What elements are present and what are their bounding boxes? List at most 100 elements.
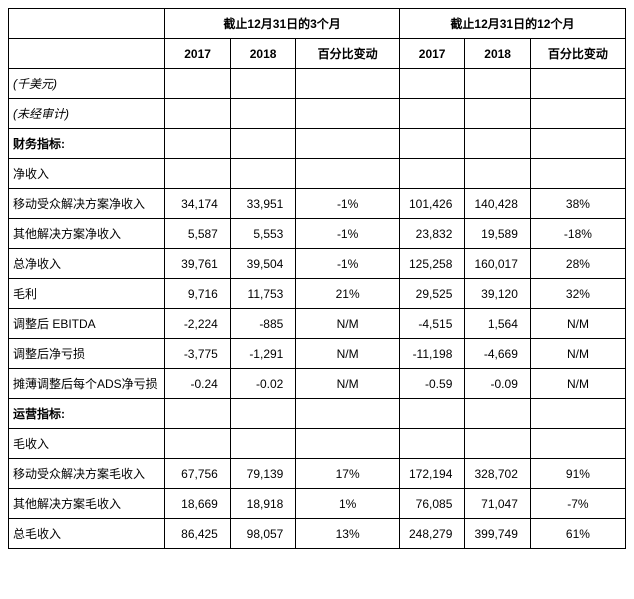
table-row: 毛收入 xyxy=(9,429,626,459)
table-row: (未经审计) xyxy=(9,99,626,129)
value-cell: 1,564 xyxy=(465,309,531,339)
table-row: 摊薄调整后每个ADS净亏损-0.24-0.02N/M-0.59-0.09N/M xyxy=(9,369,626,399)
value-cell xyxy=(165,159,231,189)
value-cell xyxy=(230,159,296,189)
table-row: 总毛收入86,42598,05713%248,279399,74961% xyxy=(9,519,626,549)
pct-cell: N/M xyxy=(530,369,625,399)
value-cell xyxy=(165,399,231,429)
header-12m: 截止12月31日的12个月 xyxy=(399,9,625,39)
header-3m: 截止12月31日的3个月 xyxy=(165,9,400,39)
table-row: 总净收入39,76139,504-1%125,258160,01728% xyxy=(9,249,626,279)
value-cell: -11,198 xyxy=(399,339,465,369)
value-cell: 33,951 xyxy=(230,189,296,219)
col-2017-3m: 2017 xyxy=(165,39,231,69)
value-cell: 39,504 xyxy=(230,249,296,279)
pct-cell: -1% xyxy=(296,189,400,219)
pct-cell xyxy=(530,399,625,429)
table-row: 移动受众解决方案毛收入67,75679,13917%172,194328,702… xyxy=(9,459,626,489)
value-cell: 34,174 xyxy=(165,189,231,219)
table-row: 财务指标: xyxy=(9,129,626,159)
value-cell: 19,589 xyxy=(465,219,531,249)
value-cell: 101,426 xyxy=(399,189,465,219)
pct-cell xyxy=(296,159,400,189)
value-cell xyxy=(165,429,231,459)
pct-cell xyxy=(530,429,625,459)
pct-cell xyxy=(296,399,400,429)
col-pct-3m: 百分比变动 xyxy=(296,39,400,69)
value-cell: -0.59 xyxy=(399,369,465,399)
row-label: 其他解决方案毛收入 xyxy=(9,489,165,519)
value-cell: -3,775 xyxy=(165,339,231,369)
pct-cell xyxy=(530,99,625,129)
pct-cell: -7% xyxy=(530,489,625,519)
pct-cell: N/M xyxy=(296,369,400,399)
pct-cell: 17% xyxy=(296,459,400,489)
value-cell: 23,832 xyxy=(399,219,465,249)
value-cell xyxy=(465,99,531,129)
table-row: 调整后 EBITDA-2,224-885N/M-4,5151,564N/M xyxy=(9,309,626,339)
value-cell xyxy=(465,69,531,99)
value-cell: 29,525 xyxy=(399,279,465,309)
pct-cell: 91% xyxy=(530,459,625,489)
value-cell xyxy=(465,129,531,159)
value-cell xyxy=(165,129,231,159)
value-cell xyxy=(465,159,531,189)
value-cell: 71,047 xyxy=(465,489,531,519)
value-cell: -4,515 xyxy=(399,309,465,339)
pct-cell xyxy=(296,99,400,129)
value-cell: 172,194 xyxy=(399,459,465,489)
row-label: 毛利 xyxy=(9,279,165,309)
row-label: 移动受众解决方案净收入 xyxy=(9,189,165,219)
value-cell: -0.24 xyxy=(165,369,231,399)
value-cell xyxy=(230,129,296,159)
row-label: (千美元) xyxy=(9,69,165,99)
value-cell xyxy=(399,69,465,99)
value-cell: 248,279 xyxy=(399,519,465,549)
pct-cell xyxy=(296,69,400,99)
pct-cell: -1% xyxy=(296,249,400,279)
value-cell xyxy=(230,429,296,459)
pct-cell xyxy=(530,69,625,99)
pct-cell: 28% xyxy=(530,249,625,279)
pct-cell: 61% xyxy=(530,519,625,549)
row-label: 摊薄调整后每个ADS净亏损 xyxy=(9,369,165,399)
value-cell: 160,017 xyxy=(465,249,531,279)
row-label: (未经审计) xyxy=(9,99,165,129)
value-cell: 5,553 xyxy=(230,219,296,249)
pct-cell: -18% xyxy=(530,219,625,249)
value-cell xyxy=(399,99,465,129)
pct-cell: 1% xyxy=(296,489,400,519)
value-cell: 399,749 xyxy=(465,519,531,549)
col-2018-12m: 2018 xyxy=(465,39,531,69)
table-row: 其他解决方案净收入5,5875,553-1%23,83219,589-18% xyxy=(9,219,626,249)
value-cell: 86,425 xyxy=(165,519,231,549)
pct-cell xyxy=(296,129,400,159)
pct-cell: 21% xyxy=(296,279,400,309)
pct-cell: 38% xyxy=(530,189,625,219)
pct-cell: 32% xyxy=(530,279,625,309)
value-cell: 39,761 xyxy=(165,249,231,279)
pct-cell xyxy=(530,129,625,159)
pct-cell: -1% xyxy=(296,219,400,249)
table-row: 运营指标: xyxy=(9,399,626,429)
value-cell: 9,716 xyxy=(165,279,231,309)
value-cell: -2,224 xyxy=(165,309,231,339)
value-cell xyxy=(399,399,465,429)
row-label: 财务指标: xyxy=(9,129,165,159)
pct-cell: N/M xyxy=(530,339,625,369)
value-cell xyxy=(399,429,465,459)
table-row: 净收入 xyxy=(9,159,626,189)
pct-cell: N/M xyxy=(296,309,400,339)
row-label: 运营指标: xyxy=(9,399,165,429)
value-cell xyxy=(165,99,231,129)
value-cell xyxy=(230,399,296,429)
value-cell xyxy=(230,99,296,129)
row-label: 调整后 EBITDA xyxy=(9,309,165,339)
table-row: 毛利9,71611,75321%29,52539,12032% xyxy=(9,279,626,309)
pct-cell: N/M xyxy=(296,339,400,369)
value-cell xyxy=(230,69,296,99)
row-label: 毛收入 xyxy=(9,429,165,459)
value-cell: -0.09 xyxy=(465,369,531,399)
value-cell: 11,753 xyxy=(230,279,296,309)
value-cell: 328,702 xyxy=(465,459,531,489)
